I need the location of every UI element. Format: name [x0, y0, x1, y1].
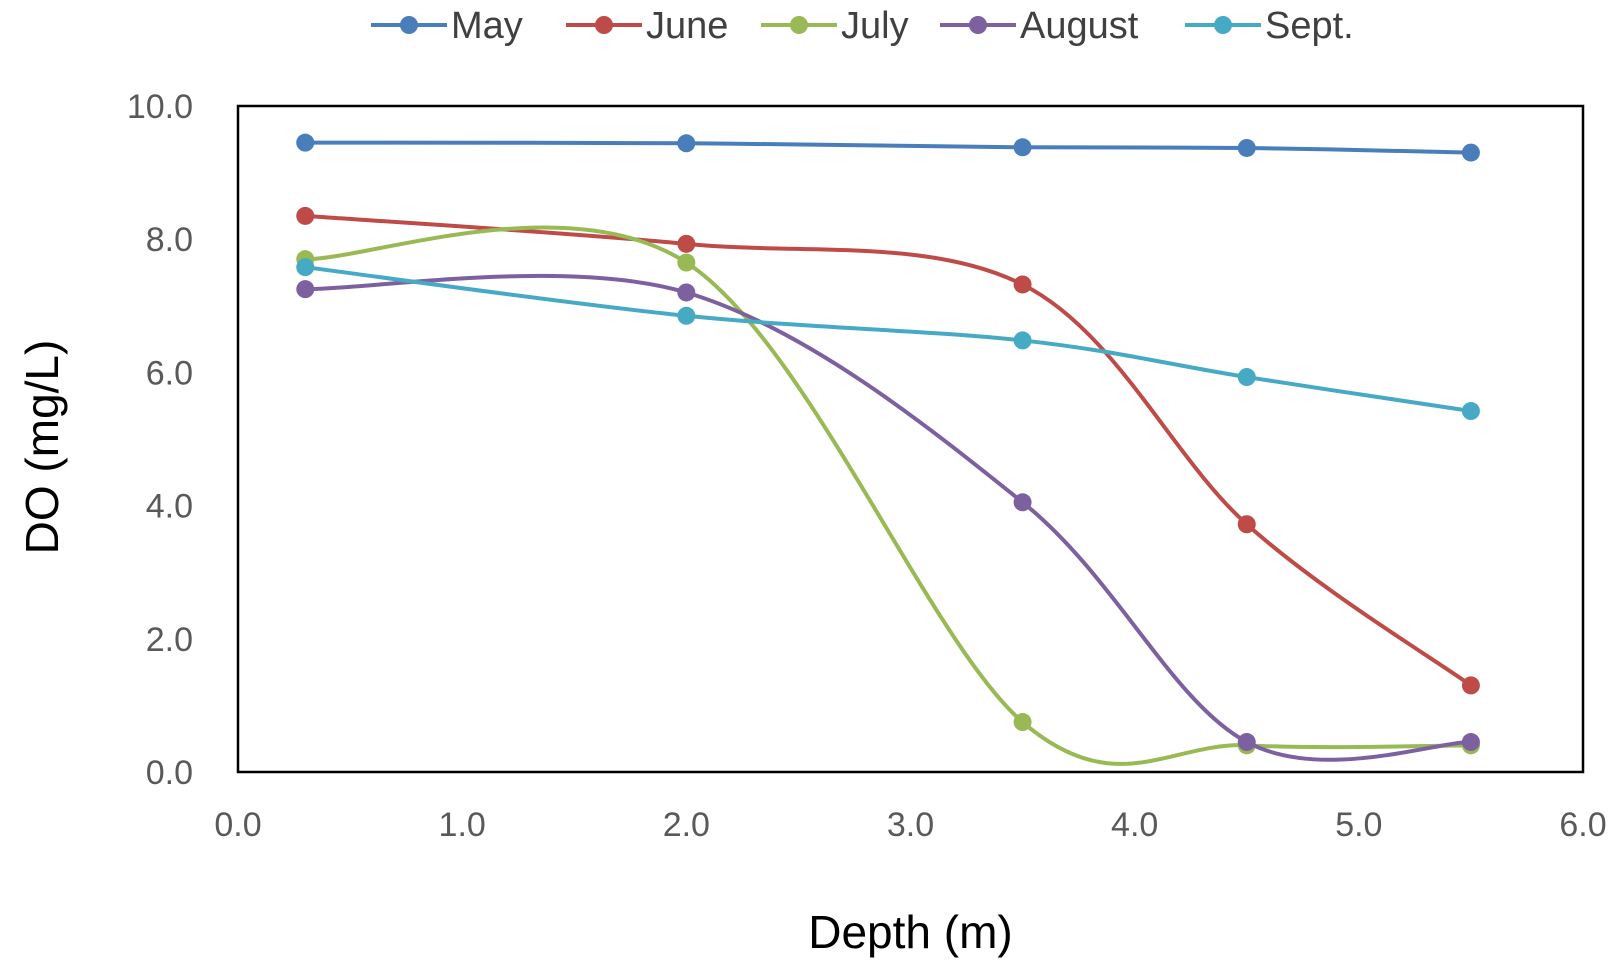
legend-item-august: August: [940, 5, 1139, 47]
legend-marker-august: [969, 16, 987, 34]
legend-label-sept: Sept.: [1265, 5, 1354, 47]
legend-label-may: May: [451, 5, 523, 47]
x-axis-title: Depth (m): [808, 906, 1012, 958]
y-axis-title: DO (mg/L): [16, 340, 68, 555]
series-layer: [296, 133, 1480, 766]
y-axis-ticks: 0.0 2.0 4.0 6.0 8.0 10.0: [127, 88, 193, 792]
data-point-july: [677, 253, 696, 272]
y-tick-label: 10.0: [127, 88, 193, 126]
legend-marker-sept: [1214, 16, 1232, 34]
series-line-may: [305, 140, 1471, 155]
data-point-may: [296, 133, 315, 152]
series-sept: [296, 258, 1480, 421]
data-point-august: [296, 280, 315, 299]
data-point-june: [677, 234, 696, 253]
data-point-august: [1461, 733, 1480, 752]
legend-marker-june: [595, 16, 613, 34]
data-point-august: [677, 283, 696, 302]
plot-area: [236, 104, 1585, 774]
legend-item-july: July: [761, 5, 909, 47]
y-tick-label: 6.0: [146, 354, 193, 392]
data-point-sept: [677, 306, 696, 325]
data-point-may: [677, 134, 696, 153]
series-may: [296, 133, 1480, 162]
data-point-sept: [296, 258, 315, 277]
series-line-july: [305, 225, 1471, 766]
data-point-august: [1237, 733, 1256, 752]
data-point-sept: [1461, 402, 1480, 421]
legend-label-june: June: [646, 5, 728, 47]
legend-marker-may: [400, 16, 418, 34]
series-august: [296, 273, 1480, 762]
x-tick-label: 6.0: [1559, 806, 1606, 844]
legend-item-june: June: [566, 5, 728, 47]
data-point-august: [1013, 493, 1032, 512]
legend-label-august: August: [1020, 5, 1139, 47]
legend-label-july: July: [841, 5, 909, 47]
data-point-july: [1013, 713, 1032, 732]
data-point-june: [1461, 676, 1480, 695]
legend: May June July August Sept.: [371, 5, 1354, 47]
x-tick-label: 1.0: [439, 806, 486, 844]
y-tick-label: 4.0: [146, 488, 193, 526]
x-tick-label: 5.0: [1335, 806, 1382, 844]
y-tick-label: 2.0: [146, 621, 193, 659]
data-point-may: [1237, 138, 1256, 157]
data-point-june: [1013, 275, 1032, 294]
data-point-may: [1461, 143, 1480, 162]
y-tick-label: 8.0: [146, 221, 193, 259]
data-point-sept: [1237, 368, 1256, 387]
legend-item-may: May: [371, 5, 523, 47]
x-tick-label: 3.0: [887, 806, 934, 844]
data-point-june: [1237, 515, 1256, 534]
x-axis-ticks: 0.0 1.0 2.0 3.0 4.0 5.0 6.0: [214, 806, 1606, 844]
y-tick-label: 0.0: [146, 754, 193, 792]
data-point-sept: [1013, 331, 1032, 350]
series-line-august: [305, 273, 1471, 762]
x-tick-label: 4.0: [1111, 806, 1158, 844]
data-point-may: [1013, 138, 1032, 157]
x-tick-label: 2.0: [663, 806, 710, 844]
legend-marker-july: [790, 16, 808, 34]
data-point-june: [296, 206, 315, 225]
series-line-sept: [304, 265, 1472, 414]
x-tick-label: 0.0: [214, 806, 261, 844]
legend-item-sept: Sept.: [1185, 5, 1354, 47]
series-june: [296, 206, 1480, 695]
